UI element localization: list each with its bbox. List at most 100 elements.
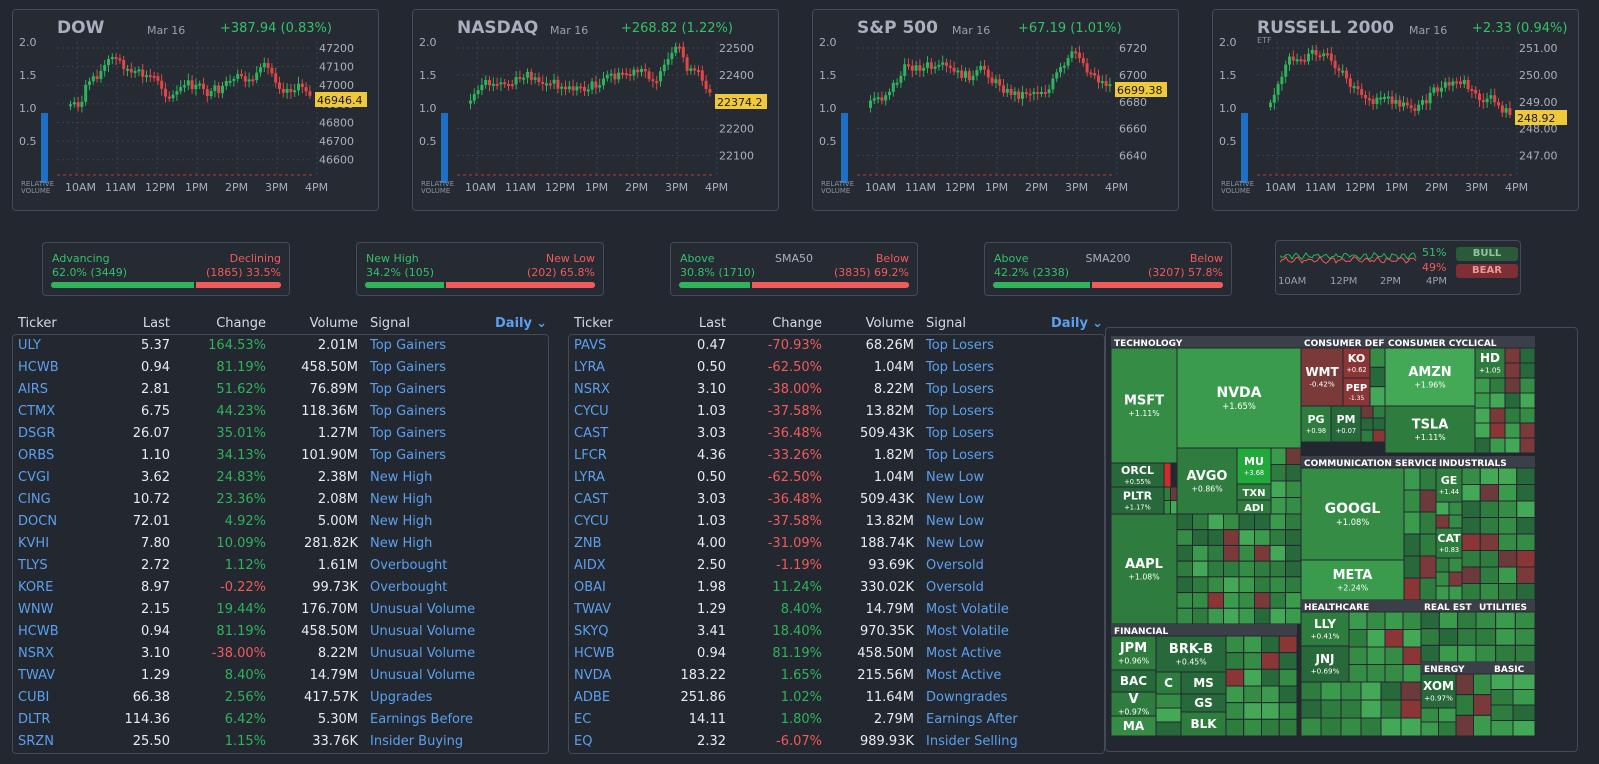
heatmap-tile[interactable] [1192,592,1209,609]
heatmap-tile[interactable] [1238,576,1255,594]
col-signal[interactable]: Signal [926,315,966,331]
table-row[interactable]: KVHI 7.80 10.09% 281.82K New High [12,532,549,554]
heatmap-tile[interactable] [1457,644,1477,663]
signal-link[interactable]: Earnings After [926,711,1018,727]
ticker-link[interactable]: CYCU [574,513,609,529]
col-ticker[interactable]: Ticker [18,315,57,331]
table-row[interactable]: CYCU 1.03 -37.58% 13.82M New Low [568,510,1105,532]
heatmap-tile[interactable] [1479,533,1499,551]
heatmap-tile[interactable] [1270,480,1287,498]
heatmap-tile[interactable] [1269,592,1286,609]
heatmap-tile[interactable] [1223,529,1240,546]
signal-link[interactable]: Most Active [926,667,1002,683]
signal-link[interactable]: Downgrades [926,689,1008,705]
ticker-link[interactable]: DSGR [18,425,56,441]
heatmap-tile[interactable] [1207,592,1224,609]
heatmap-tile[interactable] [1438,721,1457,737]
heatmap-tile[interactable] [1340,717,1362,737]
table-row[interactable]: DSGR 26.07 35.01% 1.27M Top Gainers [12,422,549,444]
heatmap-tile[interactable] [1320,699,1342,719]
heatmap-tile[interactable] [1340,699,1362,719]
heatmap-tile[interactable] [1402,646,1422,665]
heatmap-tile[interactable] [1461,533,1481,551]
signal-link[interactable]: Top Losers [926,425,994,441]
heatmap-tile[interactable] [1366,629,1386,648]
heatmap-tile[interactable] [1498,467,1518,485]
index-chart-russell-2000[interactable]: RUSSELL 2000 Mar 16 +2.33 (0.94%) ETF 251.00… [1212,9,1579,211]
table-row[interactable]: AIRS 2.81 51.62% 76.89M Top Gainers [12,378,549,400]
heatmap-tile[interactable] [1455,694,1474,716]
heatmap-tile[interactable] [1438,644,1459,663]
heatmap-tile[interactable] [1270,447,1287,465]
table-row[interactable]: CVGI 3.62 24.83% 2.38M New High [12,466,549,488]
period-dropdown[interactable]: Daily ⌄ [1045,312,1105,334]
heatmap-tile[interactable] [1192,513,1209,531]
heatmap-tile[interactable] [1384,629,1404,648]
heatmap-tile[interactable] [1269,544,1286,562]
signal-link[interactable]: Oversold [926,557,984,573]
table-row[interactable]: ULY 5.37 164.53% 2.01M Top Gainers [12,334,549,356]
signal-link[interactable]: New Low [926,535,985,551]
heatmap-tile[interactable] [1448,514,1463,529]
heatmap-tile[interactable] [1192,560,1209,578]
heatmap-tile[interactable] [1498,533,1518,551]
heatmap-tile[interactable] [1285,560,1302,578]
heatmap-tile[interactable]: GE+1.44 [1435,467,1463,503]
heatmap-tile[interactable] [1516,467,1536,485]
col-volume[interactable]: Volume [309,315,358,331]
signal-link[interactable]: New High [370,491,433,507]
heatmap-tile[interactable] [1461,500,1481,518]
heatmap-tile[interactable] [1163,462,1172,488]
heatmap-tile[interactable] [1420,611,1440,630]
heatmap-tile[interactable] [1448,557,1463,573]
ticker-link[interactable]: HCWB [18,623,59,639]
heatmap-tile[interactable] [1366,611,1386,630]
heatmap-tile[interactable] [1207,576,1224,594]
heatmap-tile[interactable] [1261,668,1280,687]
heatmap-tile[interactable]: GS [1180,693,1227,713]
heatmap-tile[interactable]: MA [1110,715,1157,737]
heatmap-tile[interactable] [1348,664,1368,683]
ticker-link[interactable]: HCWB [18,359,59,375]
heatmap-tile[interactable] [1238,607,1255,625]
heatmap-tile[interactable] [1320,717,1342,737]
signal-link[interactable]: Top Gainers [370,337,447,353]
signal-link[interactable]: Top Losers [926,447,994,463]
heatmap-tile[interactable] [1403,489,1421,513]
heatmap-tile[interactable] [1403,555,1421,579]
heatmap-tile[interactable] [1504,362,1521,379]
heatmap-tile[interactable] [1403,533,1421,557]
heatmap-tile[interactable]: MSFT+1.11% [1110,347,1178,464]
heatmap-tile[interactable]: BRK-B+0.45% [1155,635,1227,673]
heatmap-tile[interactable] [1516,550,1536,568]
heatmap-tile[interactable] [1498,566,1518,584]
signal-link[interactable]: New High [370,513,433,529]
signal-link[interactable]: Unusual Volume [370,623,476,639]
heatmap-tile[interactable]: PEP-1.35 [1342,377,1371,407]
heatmap-tile[interactable] [1285,480,1302,498]
heatmap-tile[interactable] [1155,707,1182,723]
bull-button[interactable]: BULL [1456,247,1518,261]
heatmap-tile[interactable] [1360,681,1382,701]
ticker-link[interactable]: ULY [18,337,41,353]
heatmap-tile[interactable] [1369,347,1386,368]
signal-link[interactable]: Insider Buying [370,733,464,749]
heatmap-tile[interactable] [1461,550,1481,568]
ticker-link[interactable]: ZNB [574,535,602,551]
heatmap-tile[interactable] [1261,652,1280,670]
heatmap-tile[interactable] [1420,707,1439,723]
heatmap-tile[interactable] [1207,544,1224,562]
signal-link[interactable]: Oversold [926,579,984,595]
heatmap-tile[interactable] [1380,681,1402,701]
heatmap-tile[interactable] [1489,377,1506,394]
heatmap-tile[interactable] [1514,644,1536,663]
col-change[interactable]: Change [772,315,822,331]
heatmap-tile[interactable] [1300,681,1322,701]
heatmap-tile[interactable] [1285,529,1302,546]
heatmap-tile[interactable] [1435,585,1450,601]
heatmap-tile[interactable] [1300,699,1322,719]
heatmap-tile[interactable] [1223,576,1240,594]
heatmap-tile[interactable] [1498,517,1518,535]
signal-link[interactable]: New High [370,535,433,551]
signal-link[interactable]: Unusual Volume [370,601,476,617]
